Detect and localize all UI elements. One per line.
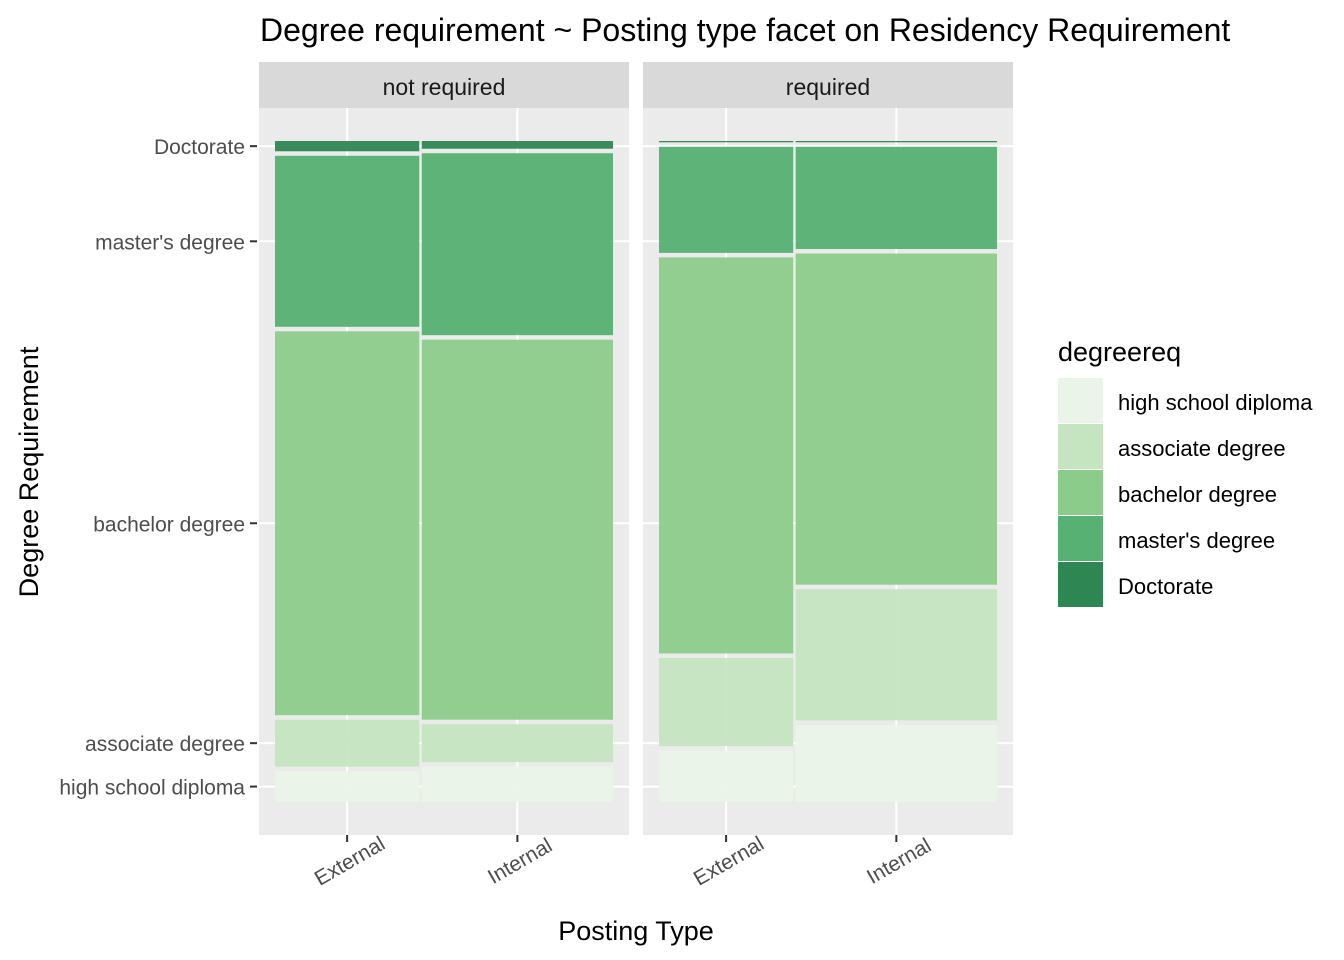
mosaic-tile-doctorate — [275, 141, 420, 152]
y-tick-label: associate degree — [85, 733, 245, 756]
mosaic-tile-associate-degree — [795, 589, 997, 721]
legend: degreereq high school diploma associate d… — [1058, 337, 1313, 607]
legend-entry: master's degree — [1118, 528, 1275, 553]
mosaic-tile-bachelor-degree — [659, 257, 794, 654]
mosaic-tile-high-school-diploma — [659, 750, 794, 802]
y-tick-label: bachelor degree — [93, 513, 245, 536]
legend-swatch — [1058, 516, 1103, 561]
mosaic-tile-doctorate — [795, 141, 997, 143]
mosaic-tile-doctorate — [659, 141, 794, 143]
mosaic-tile-associate-degree — [275, 719, 420, 767]
mosaic-tile-associate-degree — [659, 657, 794, 747]
mosaic-tile-high-school-diploma — [795, 724, 997, 802]
legend-entry: bachelor degree — [1118, 482, 1277, 507]
mosaic-tile-doctorate — [421, 141, 613, 149]
legend-swatch — [1058, 470, 1103, 515]
mosaic-tile-high-school-diploma — [421, 766, 613, 802]
facet-strip — [259, 62, 629, 108]
y-tick-label: Doctorate — [154, 136, 245, 159]
legend-title: degreereq — [1058, 337, 1181, 367]
chart-title: Degree requirement ~ Posting type facet … — [260, 12, 1230, 48]
mosaic-tile-master-s-degree — [275, 155, 420, 327]
facet-strip — [643, 62, 1013, 108]
mosaic-tile-bachelor-degree — [275, 331, 420, 716]
legend-entry: associate degree — [1118, 436, 1286, 461]
mosaic-tile-associate-degree — [421, 724, 613, 763]
legend-swatch — [1058, 378, 1103, 423]
mosaic-tile-bachelor-degree — [795, 253, 997, 585]
x-axis-label: Posting Type — [558, 916, 714, 946]
legend-entry: Doctorate — [1118, 574, 1213, 599]
mosaic-tile-master-s-degree — [795, 146, 997, 250]
legend-entry: high school diploma — [1118, 390, 1313, 415]
legend-swatch — [1058, 424, 1103, 469]
x-tick-label: Internal — [863, 834, 935, 889]
legend-swatch — [1058, 562, 1103, 607]
x-tick-label: External — [690, 832, 768, 890]
y-tick-label: high school diploma — [59, 777, 245, 800]
mosaic-tile-master-s-degree — [421, 153, 613, 336]
y-tick-label: master's degree — [95, 231, 245, 254]
facet-label: not required — [383, 74, 506, 100]
mosaic-tile-bachelor-degree — [421, 339, 613, 720]
facet-label: required — [786, 74, 870, 100]
x-tick-label: External — [311, 832, 389, 890]
mosaic-tile-master-s-degree — [659, 146, 794, 253]
x-tick-label: Internal — [484, 834, 556, 889]
y-axis-label: Degree Requirement — [14, 346, 44, 597]
mosaic-tile-high-school-diploma — [275, 771, 420, 802]
